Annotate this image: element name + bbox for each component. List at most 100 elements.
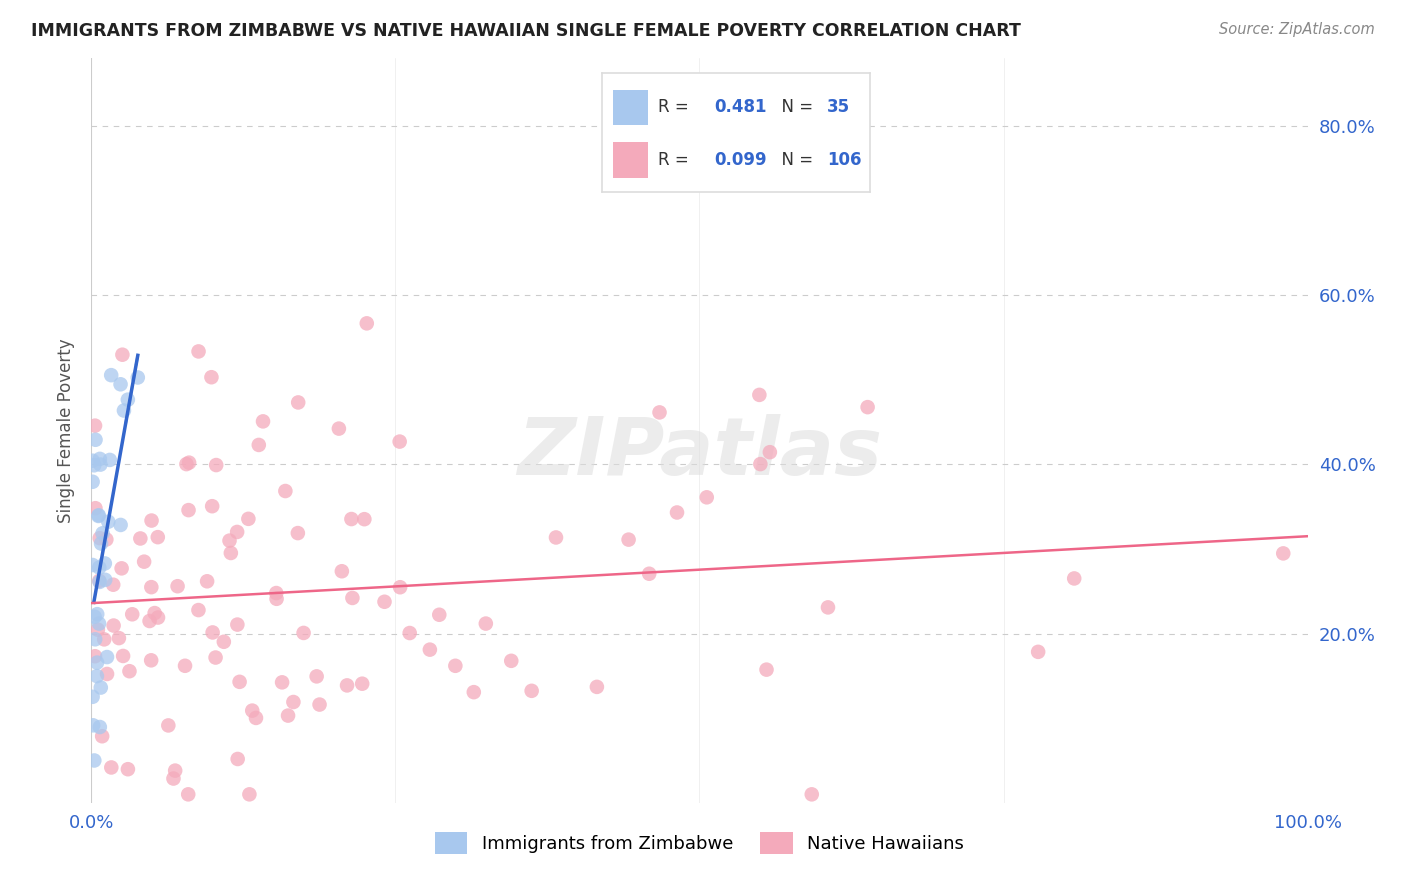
- Point: [82, 718, 104, 732]
- Point: [328, 421, 350, 435]
- Point: [98, 453, 121, 467]
- Point: [219, 546, 242, 560]
- Point: [800, 788, 823, 802]
- Point: [749, 457, 772, 471]
- Point: [287, 395, 309, 409]
- Point: [187, 603, 209, 617]
- Point: [252, 414, 274, 428]
- Point: [200, 370, 222, 384]
- Point: [96, 650, 118, 665]
- Point: [89, 574, 111, 589]
- Point: [110, 377, 132, 392]
- Point: [201, 625, 224, 640]
- Point: [87, 623, 110, 637]
- Point: [856, 400, 879, 414]
- Point: [90, 536, 112, 550]
- Point: [1026, 645, 1049, 659]
- Point: [166, 579, 188, 593]
- Point: [138, 614, 160, 628]
- Point: [96, 667, 118, 681]
- Point: [245, 711, 267, 725]
- Point: [110, 518, 132, 533]
- Point: [419, 642, 441, 657]
- Point: [373, 595, 395, 609]
- Point: [336, 678, 359, 692]
- Point: [305, 669, 328, 683]
- Point: [94, 557, 117, 571]
- Point: [141, 653, 163, 667]
- Point: [87, 508, 110, 523]
- Point: [228, 674, 250, 689]
- Point: [330, 564, 353, 578]
- Point: [427, 607, 450, 622]
- Point: [475, 616, 498, 631]
- Point: [271, 675, 294, 690]
- Point: [89, 720, 111, 734]
- Point: [388, 434, 411, 449]
- Point: [586, 680, 609, 694]
- Point: [174, 658, 197, 673]
- Point: [226, 752, 249, 766]
- Point: [82, 558, 104, 572]
- Point: [274, 483, 297, 498]
- Point: [93, 632, 115, 647]
- Point: [177, 503, 200, 517]
- Point: [817, 600, 839, 615]
- Point: [111, 348, 134, 362]
- Y-axis label: Single Female Poverty: Single Female Poverty: [58, 338, 76, 523]
- Legend: Immigrants from Zimbabwe, Native Hawaiians: Immigrants from Zimbabwe, Native Hawaiia…: [427, 824, 972, 861]
- Point: [91, 526, 114, 541]
- Point: [141, 514, 163, 528]
- Point: [117, 392, 139, 407]
- Point: [648, 405, 671, 419]
- Point: [389, 580, 412, 594]
- Point: [398, 626, 420, 640]
- Point: [287, 526, 309, 541]
- Point: [89, 531, 111, 545]
- Point: [544, 531, 567, 545]
- Point: [100, 368, 122, 383]
- Point: [1063, 571, 1085, 585]
- Point: [97, 515, 120, 529]
- Point: [238, 788, 260, 802]
- Point: [292, 626, 315, 640]
- Text: ZIPatlas: ZIPatlas: [517, 414, 882, 491]
- Point: [195, 574, 218, 589]
- Point: [94, 573, 117, 587]
- Point: [121, 607, 143, 622]
- Point: [1272, 546, 1295, 560]
- Point: [87, 508, 110, 523]
- Point: [240, 704, 263, 718]
- Point: [356, 316, 378, 330]
- Point: [201, 499, 224, 513]
- Point: [247, 438, 270, 452]
- Point: [82, 475, 104, 489]
- Point: [162, 772, 184, 786]
- Point: [117, 762, 139, 776]
- Point: [187, 344, 209, 359]
- Point: [340, 512, 363, 526]
- Point: [112, 648, 135, 663]
- Point: [84, 649, 107, 664]
- Point: [146, 530, 169, 544]
- Point: [91, 729, 114, 743]
- Point: [83, 458, 105, 473]
- Point: [696, 491, 718, 505]
- Point: [83, 754, 105, 768]
- Point: [226, 524, 249, 539]
- Point: [83, 609, 105, 624]
- Point: [165, 764, 187, 778]
- Point: [134, 555, 156, 569]
- Point: [89, 560, 111, 574]
- Point: [264, 586, 287, 600]
- Point: [100, 760, 122, 774]
- Point: [141, 580, 163, 594]
- Point: [110, 561, 132, 575]
- Point: [129, 532, 152, 546]
- Point: [82, 690, 104, 704]
- Point: [86, 607, 108, 622]
- Point: [226, 617, 249, 632]
- Point: [353, 512, 375, 526]
- Point: [283, 695, 305, 709]
- Point: [352, 676, 374, 690]
